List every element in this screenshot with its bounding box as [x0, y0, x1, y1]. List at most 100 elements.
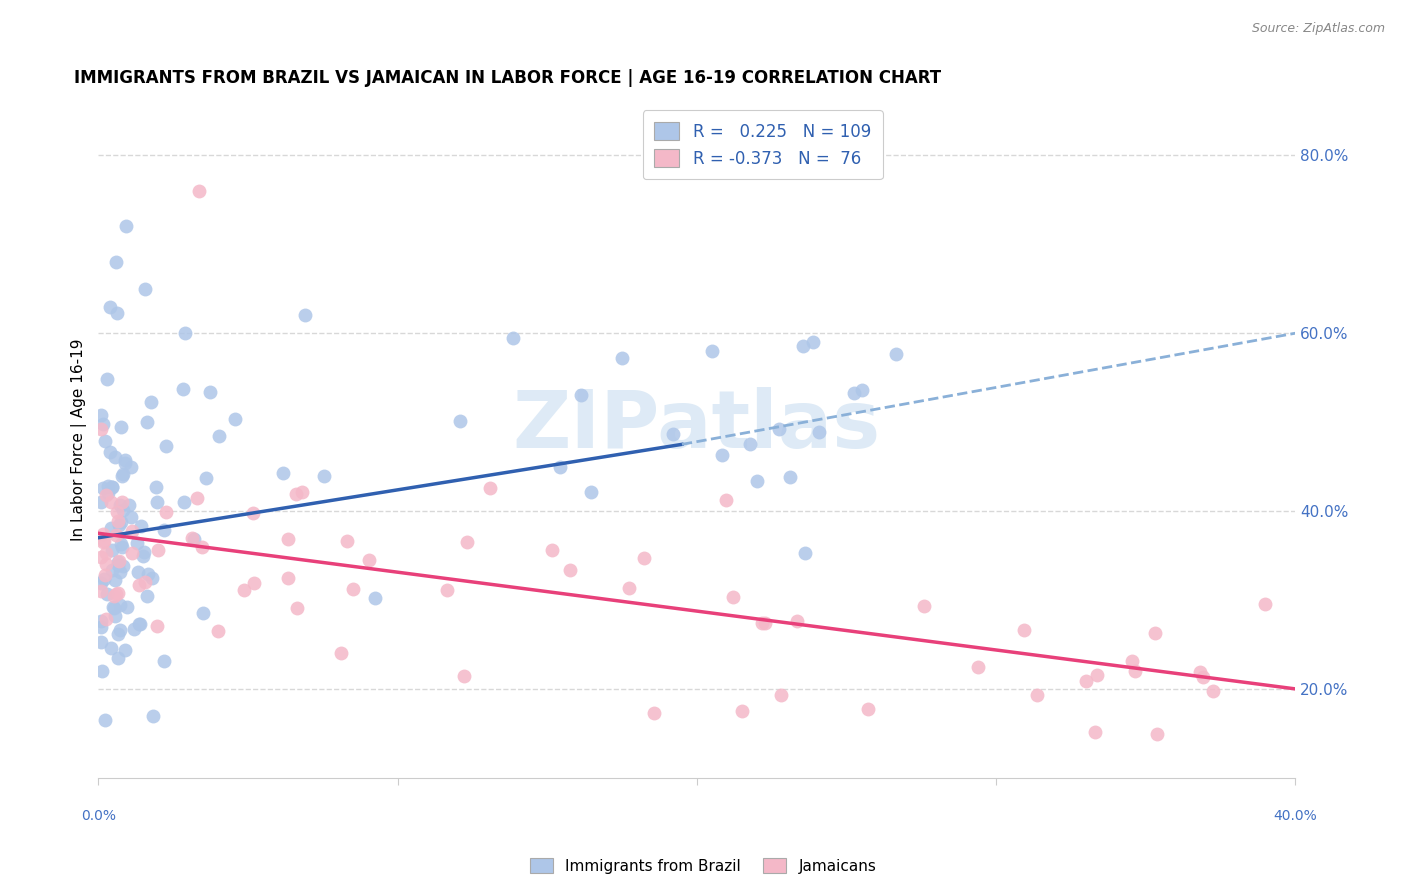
Point — [112, 467, 135, 481]
Point — [856, 702, 879, 716]
Point — [115, 219, 138, 234]
Point — [118, 498, 141, 512]
Point — [152, 654, 174, 668]
Point — [97, 478, 120, 492]
Text: IMMIGRANTS FROM BRAZIL VS JAMAICAN IN LABOR FORCE | AGE 16-19 CORRELATION CHART: IMMIGRANTS FROM BRAZIL VS JAMAICAN IN LA… — [75, 69, 942, 87]
Point — [768, 422, 790, 436]
Point — [96, 611, 118, 625]
Point — [336, 534, 359, 549]
Point — [786, 614, 808, 628]
Point — [502, 331, 524, 345]
Point — [110, 419, 132, 434]
Point — [294, 308, 316, 322]
Point — [90, 664, 112, 678]
Point — [103, 599, 125, 614]
Point — [90, 576, 112, 591]
Point — [453, 669, 475, 683]
Point — [747, 474, 769, 488]
Point — [436, 582, 458, 597]
Point — [107, 651, 129, 665]
Point — [105, 505, 128, 519]
Point — [134, 575, 156, 590]
Point — [181, 531, 204, 545]
Point — [97, 485, 120, 500]
Point — [558, 563, 581, 577]
Point — [135, 589, 157, 603]
Point — [105, 528, 128, 542]
Point — [1146, 726, 1168, 740]
Point — [284, 487, 307, 501]
Point — [93, 417, 115, 431]
Point — [1014, 623, 1036, 637]
Point — [357, 552, 380, 566]
Point — [145, 480, 167, 494]
Point — [107, 514, 129, 528]
Point — [120, 460, 142, 475]
Point — [100, 641, 122, 656]
Point — [456, 535, 478, 549]
Legend: R =   0.225   N = 109, R = -0.373   N =  76: R = 0.225 N = 109, R = -0.373 N = 76 — [643, 111, 883, 179]
Point — [121, 546, 143, 560]
Point — [364, 591, 387, 605]
Point — [173, 326, 195, 341]
Point — [242, 575, 264, 590]
Point — [207, 624, 229, 638]
Point — [208, 428, 231, 442]
Point — [90, 635, 112, 649]
Point — [120, 510, 142, 524]
Point — [90, 615, 112, 629]
Point — [754, 616, 776, 631]
Point — [114, 452, 136, 467]
Point — [91, 527, 114, 541]
Point — [277, 571, 299, 585]
Point — [153, 523, 176, 537]
Point — [93, 535, 115, 549]
Point — [807, 425, 830, 439]
Point — [1191, 670, 1213, 684]
Point — [111, 495, 134, 509]
Point — [731, 704, 754, 718]
Point — [1121, 654, 1143, 668]
Point — [291, 484, 314, 499]
Point — [1144, 626, 1167, 640]
Point — [224, 412, 246, 426]
Point — [146, 619, 169, 633]
Point — [108, 518, 131, 533]
Point — [132, 545, 155, 559]
Point — [146, 543, 169, 558]
Point — [90, 495, 112, 509]
Point — [191, 606, 214, 620]
Point — [107, 558, 129, 573]
Point — [96, 372, 118, 386]
Point — [1026, 688, 1049, 702]
Point — [198, 384, 221, 399]
Point — [740, 436, 762, 450]
Point — [121, 524, 143, 539]
Point — [142, 709, 165, 723]
Point — [155, 439, 177, 453]
Point — [770, 688, 793, 702]
Point — [114, 456, 136, 470]
Point — [100, 563, 122, 577]
Point — [98, 300, 121, 314]
Point — [342, 582, 364, 596]
Point — [700, 343, 723, 358]
Point — [173, 495, 195, 509]
Point — [548, 460, 571, 475]
Legend: Immigrants from Brazil, Jamaicans: Immigrants from Brazil, Jamaicans — [523, 852, 883, 880]
Point — [479, 481, 502, 495]
Point — [139, 395, 162, 409]
Point — [94, 546, 117, 560]
Point — [107, 586, 129, 600]
Point — [104, 608, 127, 623]
Point — [90, 550, 112, 565]
Point — [100, 495, 122, 509]
Point — [108, 498, 131, 512]
Point — [94, 434, 117, 449]
Text: 40.0%: 40.0% — [1274, 809, 1317, 823]
Text: Source: ZipAtlas.com: Source: ZipAtlas.com — [1251, 22, 1385, 36]
Point — [136, 567, 159, 582]
Text: ZIPatlas: ZIPatlas — [513, 387, 882, 466]
Point — [610, 351, 633, 365]
Point — [111, 540, 134, 554]
